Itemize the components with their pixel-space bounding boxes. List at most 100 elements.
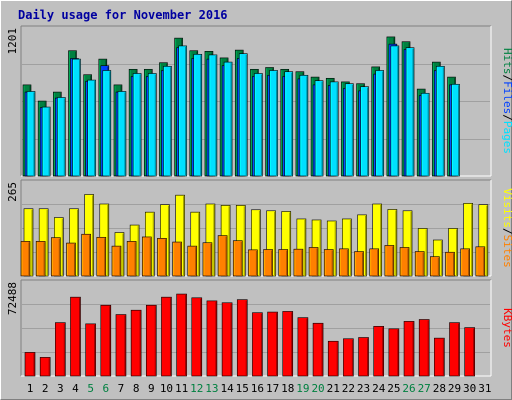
sites-bar-10 (157, 238, 167, 277)
x-label-day-6: 6 (102, 382, 109, 395)
kbytes-bar-6-face (100, 304, 112, 377)
pages-bar-29-face (451, 83, 460, 177)
pages-bar-20 (314, 80, 324, 177)
pages-bar-21-face (329, 81, 339, 177)
sites-bar-4 (66, 242, 76, 277)
sites-bar-25 (384, 245, 395, 277)
kbytes-bar-25 (388, 328, 400, 377)
kbytes-bar-22-face (343, 338, 354, 377)
kbytes-bar-12 (191, 297, 203, 377)
sites-bar-1-face (20, 241, 31, 277)
x-label-day-17: 17 (266, 382, 279, 395)
pages-bar-20-face (314, 80, 324, 177)
kbytes-bar-30-face (464, 327, 475, 377)
pages-bar-26-face (405, 47, 415, 177)
kbytes-bar-8 (130, 309, 142, 377)
kbytes-bar-11-face (176, 293, 187, 377)
sites-bar-29 (445, 251, 455, 277)
kbytes-bar-4 (70, 296, 81, 377)
sites-bar-27 (414, 251, 425, 277)
pages-bar-4-face (72, 58, 81, 177)
x-label-day-14: 14 (220, 382, 234, 395)
sites-bar-5-face (81, 233, 91, 277)
pages-bar-7 (117, 91, 127, 177)
sites-bar-21-face (323, 249, 334, 277)
sites-bar-6 (96, 236, 107, 277)
pages-bar-19 (299, 74, 309, 177)
sites-bar-3-face (51, 237, 61, 277)
x-label-day-11: 11 (175, 382, 188, 395)
pages-bar-10 (163, 65, 172, 177)
sites-bar-21 (323, 249, 334, 277)
x-label-day-12: 12 (190, 382, 203, 395)
sites-bar-4-face (66, 242, 76, 277)
pages-bar-2-face (41, 106, 51, 177)
sites-bar-1 (20, 241, 31, 277)
sites-bar-7 (111, 245, 122, 277)
x-label-day-28: 28 (433, 382, 446, 395)
kbytes-bar-15-face (236, 299, 248, 377)
sites-bar-7-face (111, 245, 122, 277)
sites-bar-14 (217, 235, 228, 277)
kbytes-bar-7-face (115, 314, 127, 377)
kbytes-bar-15 (236, 299, 248, 377)
kbytes-bar-6 (100, 304, 112, 377)
kbytes-bar-14-face (221, 302, 233, 377)
sites-bar-23-face (354, 251, 364, 277)
sites-bar-11 (172, 241, 182, 277)
pages-bar-24-face (375, 70, 385, 177)
panel-0-series-label-pages: Pages (501, 121, 512, 154)
pages-bar-24 (375, 70, 385, 177)
sites-bar-13-face (202, 242, 213, 277)
kbytes-bar-21 (327, 340, 339, 377)
sites-bar-20 (308, 247, 319, 277)
pages-bar-25-face (390, 45, 400, 177)
kbytes-bar-1 (24, 352, 36, 377)
panel-0-series-label-hits: Hits (501, 48, 512, 75)
pages-bar-1 (26, 91, 36, 177)
chart-panels: 1201Hits/Files/Pages265Visits/Sites72488… (6, 25, 512, 377)
sites-bar-12-face (187, 245, 198, 277)
x-label-day-31: 31 (478, 382, 491, 395)
kbytes-bar-19 (297, 317, 309, 377)
sites-bar-30-face (460, 248, 470, 277)
kbytes-bar-19-face (297, 317, 309, 377)
kbytes-bar-5-face (85, 323, 96, 377)
sites-bar-16 (248, 249, 258, 277)
chart-title: Daily usage for November 2016 (18, 8, 228, 22)
kbytes-bar-27 (418, 319, 430, 377)
pages-bar-25 (390, 45, 400, 177)
sites-bar-23 (354, 251, 364, 277)
x-label-day-13: 13 (205, 382, 218, 395)
kbytes-bar-2 (39, 357, 51, 377)
x-label-day-5: 5 (87, 382, 94, 395)
sites-bar-5 (81, 233, 91, 277)
sites-bar-16-face (248, 249, 258, 277)
pages-bar-14 (223, 61, 233, 177)
pages-bar-16 (254, 73, 263, 177)
kbytes-bar-9-face (145, 304, 157, 377)
x-label-day-19: 19 (296, 382, 309, 395)
pages-bar-5-face (87, 79, 96, 177)
kbytes-bar-20 (312, 322, 324, 377)
pages-bar-3-face (57, 97, 66, 177)
sites-bar-22 (339, 248, 349, 277)
sites-bar-20-face (308, 247, 319, 277)
panel-2-series-labels: KBytes (501, 308, 512, 348)
sites-bar-28-face (430, 256, 440, 277)
pages-bar-22-face (345, 83, 354, 177)
panel-1-series-label-visits: Visits (501, 188, 512, 228)
pages-bar-11-face (178, 45, 187, 177)
panel-1-series-labels: Visits/Sites (501, 188, 512, 268)
sites-bar-22-face (339, 248, 349, 277)
pages-bar-17 (269, 70, 278, 177)
kbytes-bar-27-face (418, 319, 430, 377)
kbytes-bar-24-face (373, 326, 385, 377)
pages-bar-23-face (360, 86, 369, 177)
pages-bar-8 (132, 73, 142, 177)
pages-bar-18-face (284, 71, 294, 177)
sites-bar-25-face (384, 245, 395, 277)
sites-bar-17-face (263, 249, 273, 277)
x-label-day-15: 15 (236, 382, 249, 395)
